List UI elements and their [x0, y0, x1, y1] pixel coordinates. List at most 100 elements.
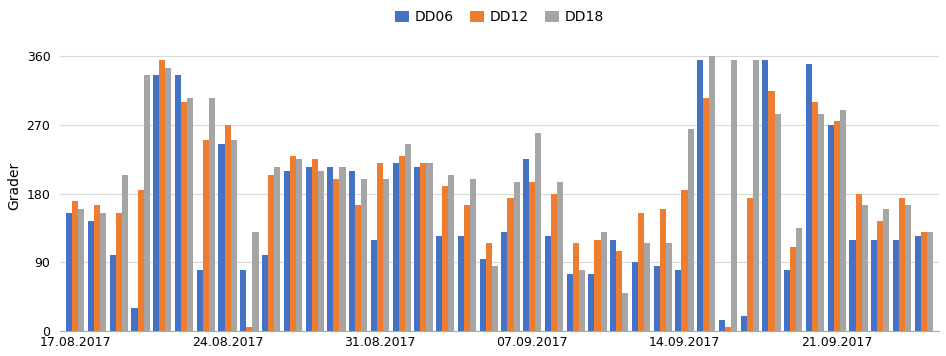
- Bar: [398, 156, 405, 331]
- Bar: [231, 140, 236, 331]
- Bar: [246, 328, 253, 331]
- Bar: [529, 182, 535, 331]
- Bar: [296, 159, 302, 331]
- Bar: [719, 320, 725, 331]
- Bar: [427, 163, 432, 331]
- Bar: [318, 171, 324, 331]
- Bar: [666, 244, 672, 331]
- Bar: [501, 232, 507, 331]
- Bar: [579, 270, 585, 331]
- Bar: [209, 98, 215, 331]
- Bar: [688, 129, 693, 331]
- Bar: [710, 56, 715, 331]
- Bar: [610, 240, 616, 331]
- Bar: [377, 163, 383, 331]
- Bar: [253, 232, 258, 331]
- Bar: [436, 236, 442, 331]
- Bar: [855, 194, 862, 331]
- Bar: [240, 270, 246, 331]
- Bar: [545, 236, 551, 331]
- Bar: [753, 60, 759, 331]
- Bar: [361, 178, 367, 331]
- Bar: [507, 198, 514, 331]
- Bar: [681, 190, 688, 331]
- Bar: [632, 262, 638, 331]
- Bar: [79, 209, 84, 331]
- Bar: [884, 209, 889, 331]
- Bar: [877, 220, 884, 331]
- Bar: [828, 125, 833, 331]
- Bar: [72, 201, 79, 331]
- Bar: [535, 133, 541, 331]
- Bar: [746, 198, 753, 331]
- Bar: [594, 240, 601, 331]
- Bar: [818, 114, 824, 331]
- Bar: [94, 205, 100, 331]
- Bar: [588, 274, 594, 331]
- Bar: [175, 75, 181, 331]
- Bar: [731, 60, 737, 331]
- Bar: [100, 213, 106, 331]
- Bar: [349, 171, 355, 331]
- Bar: [274, 167, 280, 331]
- Bar: [289, 156, 296, 331]
- Bar: [405, 144, 411, 331]
- Bar: [622, 293, 628, 331]
- Bar: [797, 228, 802, 331]
- Bar: [675, 270, 681, 331]
- Bar: [523, 159, 529, 331]
- Bar: [442, 186, 448, 331]
- Bar: [153, 75, 159, 331]
- Bar: [355, 205, 361, 331]
- Bar: [187, 98, 193, 331]
- Bar: [492, 266, 498, 331]
- Bar: [166, 68, 171, 331]
- Bar: [806, 64, 812, 331]
- Bar: [115, 213, 122, 331]
- Bar: [383, 178, 389, 331]
- Bar: [470, 178, 476, 331]
- Bar: [833, 121, 840, 331]
- Bar: [899, 198, 905, 331]
- Bar: [905, 205, 911, 331]
- Bar: [284, 171, 289, 331]
- Y-axis label: Grader: Grader: [7, 162, 21, 210]
- Bar: [768, 91, 775, 331]
- Bar: [790, 247, 797, 331]
- Bar: [850, 240, 855, 331]
- Bar: [514, 182, 519, 331]
- Bar: [616, 251, 622, 331]
- Bar: [659, 209, 666, 331]
- Bar: [601, 232, 606, 331]
- Bar: [572, 244, 579, 331]
- Bar: [654, 266, 659, 331]
- Bar: [644, 244, 650, 331]
- Bar: [311, 159, 318, 331]
- Bar: [812, 102, 818, 331]
- Bar: [333, 178, 340, 331]
- Bar: [131, 308, 137, 331]
- Bar: [414, 167, 420, 331]
- Bar: [638, 213, 644, 331]
- Bar: [927, 232, 933, 331]
- Bar: [458, 236, 464, 331]
- Bar: [181, 102, 187, 331]
- Bar: [485, 244, 492, 331]
- Bar: [784, 270, 790, 331]
- Bar: [725, 328, 731, 331]
- Bar: [871, 240, 877, 331]
- Legend: DD06, DD12, DD18: DD06, DD12, DD18: [390, 5, 610, 30]
- Bar: [703, 98, 710, 331]
- Bar: [762, 60, 768, 331]
- Bar: [262, 255, 268, 331]
- Bar: [268, 175, 274, 331]
- Bar: [862, 205, 867, 331]
- Bar: [371, 240, 377, 331]
- Bar: [840, 110, 846, 331]
- Bar: [306, 167, 311, 331]
- Bar: [137, 190, 144, 331]
- Bar: [110, 255, 115, 331]
- Bar: [420, 163, 427, 331]
- Bar: [159, 60, 166, 331]
- Bar: [567, 274, 572, 331]
